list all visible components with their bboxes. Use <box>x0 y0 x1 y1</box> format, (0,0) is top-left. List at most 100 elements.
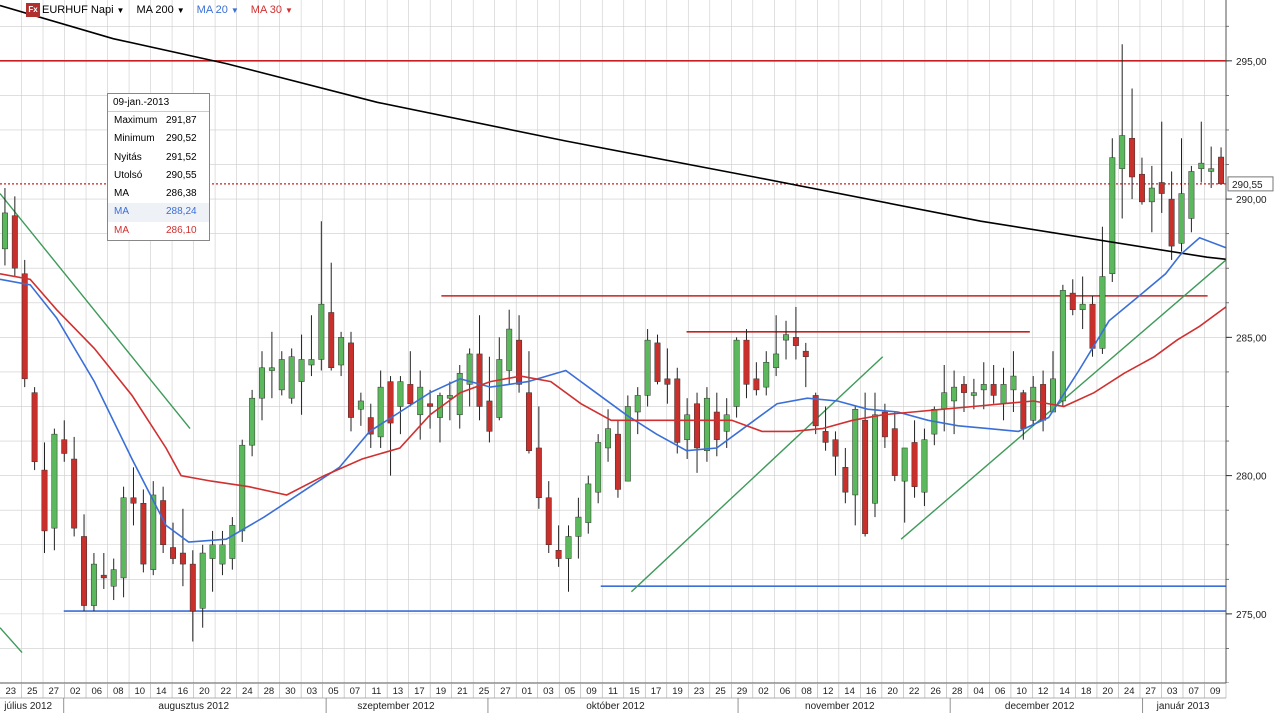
x-tick-label: 04 <box>973 686 984 697</box>
ma200-selector[interactable]: MA 200 ▼ <box>136 4 184 16</box>
candle-body <box>1119 135 1126 169</box>
candle-body <box>338 337 345 366</box>
candle <box>308 315 315 377</box>
candle-body <box>1059 290 1066 402</box>
instrument-selector[interactable]: EURHUF Napi ▼ <box>42 4 124 16</box>
candle-body <box>446 395 453 399</box>
candle-body <box>1000 384 1007 404</box>
candle <box>328 262 335 371</box>
candle <box>733 337 740 418</box>
candles <box>1 44 1225 642</box>
candle-body <box>179 552 186 565</box>
chevron-down-icon: ▼ <box>284 5 293 15</box>
candle-body <box>901 447 908 482</box>
info-row-maximum: Maximum 291,87 <box>108 112 209 130</box>
trend-line <box>0 193 191 430</box>
candle <box>1109 138 1116 283</box>
candle <box>545 481 552 554</box>
x-tick-label: 25 <box>479 686 490 697</box>
candle-body <box>278 359 285 391</box>
x-tick-label: 02 <box>70 686 81 697</box>
candle <box>278 351 285 396</box>
info-value: 291,87 <box>166 115 197 126</box>
candle-body <box>140 503 147 565</box>
month-label: november 2012 <box>805 701 875 712</box>
candle-body <box>21 273 28 380</box>
last-price-label: 290,55 <box>1232 180 1263 191</box>
candle-body <box>585 483 592 523</box>
candle <box>1198 121 1205 183</box>
x-tick-label: 08 <box>801 686 812 697</box>
candle-body <box>595 442 602 493</box>
candle-body <box>664 378 671 385</box>
candle <box>614 420 621 498</box>
candle <box>1138 157 1145 205</box>
candle-body <box>743 339 750 385</box>
candle-body <box>773 353 780 369</box>
info-date: 09-jan.-2013 <box>108 94 209 112</box>
candle <box>61 420 68 462</box>
candle-body <box>61 439 68 454</box>
candle <box>595 434 602 504</box>
candle-body <box>990 384 997 396</box>
ma30-selector[interactable]: MA 30 ▼ <box>251 4 293 16</box>
info-label: Maximum <box>114 115 158 126</box>
candle <box>1178 138 1185 252</box>
info-value: 290,55 <box>166 169 197 181</box>
x-tick-label: 14 <box>1059 686 1070 697</box>
candle-body <box>160 500 167 545</box>
x-tick-label: 28 <box>952 686 963 697</box>
x-tick-label: 05 <box>565 686 576 697</box>
x-tick-label: 17 <box>651 686 662 697</box>
candle-body <box>1079 303 1086 310</box>
candle <box>990 365 997 404</box>
fx-icon[interactable]: Fx <box>26 3 40 17</box>
candle-body <box>476 353 483 407</box>
x-tick-label: 20 <box>1102 686 1113 697</box>
candle <box>565 525 572 592</box>
candle <box>792 306 799 360</box>
moving-average-lines <box>0 4 1278 543</box>
candle-body <box>199 552 206 609</box>
candle <box>189 550 196 642</box>
ma30-label: MA 30 <box>250 4 282 16</box>
candle <box>357 392 364 426</box>
candle <box>921 428 928 507</box>
candle-body <box>81 536 88 606</box>
ma20-selector[interactable]: MA 20 ▼ <box>197 4 239 16</box>
candle <box>654 334 661 385</box>
info-label: MA <box>114 188 129 200</box>
x-tick-label: 23 <box>694 686 705 697</box>
candle-body <box>377 386 384 438</box>
candle <box>872 392 878 518</box>
trend-line <box>0 627 23 654</box>
candle-body <box>90 563 97 606</box>
candle <box>239 439 246 542</box>
x-tick-label: 18 <box>1081 686 1092 697</box>
x-tick-label: 07 <box>1188 686 1199 697</box>
candle <box>1069 279 1076 316</box>
candle-body <box>783 334 789 341</box>
candle <box>713 392 720 457</box>
candle-body <box>733 339 740 407</box>
x-tick-label: 12 <box>1038 686 1049 697</box>
instrument-label: EURHUF Napi <box>42 4 114 16</box>
candle-body <box>348 342 354 418</box>
x-tick-label: 20 <box>887 686 898 697</box>
candle-body <box>357 400 364 410</box>
info-row-ma200: MA 286,38 <box>108 185 209 203</box>
candle-body <box>1109 157 1116 275</box>
candle-body <box>980 384 987 391</box>
ma20-label: MA 20 <box>196 4 228 16</box>
candle <box>684 398 691 460</box>
info-label: Minimum <box>114 133 155 145</box>
candle <box>140 489 147 573</box>
y-tick-label: 290,00 <box>1236 195 1267 206</box>
info-label: MA <box>114 206 129 218</box>
candle-body <box>703 397 710 451</box>
x-tick-label: 17 <box>414 686 425 697</box>
candle-body <box>872 414 878 504</box>
candle <box>120 486 127 598</box>
candle-body <box>970 392 977 396</box>
